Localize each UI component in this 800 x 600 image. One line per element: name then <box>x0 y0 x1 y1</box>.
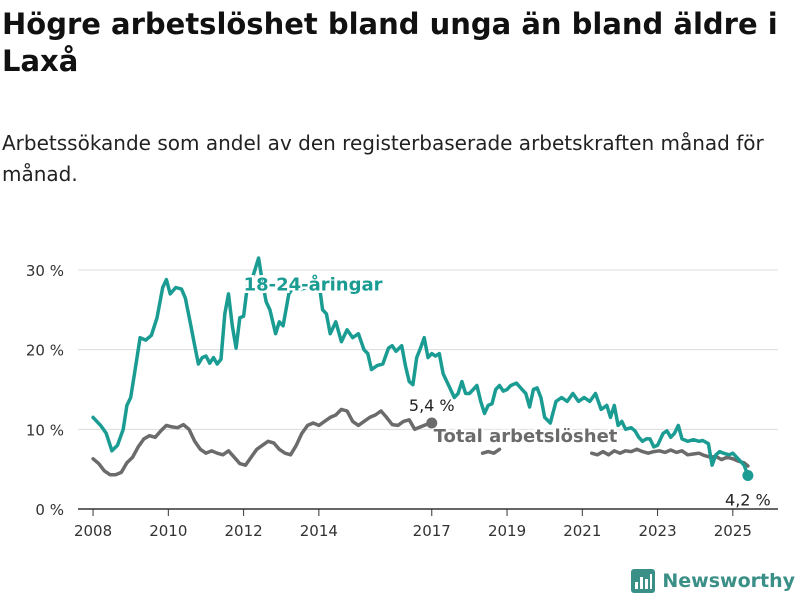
chart-title: Högre arbetslöshet bland unga än bland ä… <box>2 7 778 78</box>
series-end-point <box>426 417 438 429</box>
y-tick-label: 10 % <box>26 421 64 439</box>
x-tick-label: 2017 <box>413 522 451 540</box>
y-tick-label: 30 % <box>26 262 64 280</box>
series-line-total <box>480 447 502 455</box>
series-line-youth <box>91 256 750 478</box>
x-tick-label: 2014 <box>300 522 338 540</box>
end-value-label: 4,2 % <box>725 491 771 510</box>
y-tick-label: 0 % <box>35 501 64 519</box>
series-end-point <box>742 470 754 482</box>
x-tick-label: 2025 <box>714 522 752 540</box>
series-annotation: 18-24-åringar <box>244 274 383 296</box>
x-tick-label: 2012 <box>224 522 262 540</box>
x-tick-label: 2010 <box>149 522 187 540</box>
x-tick-label: 2021 <box>563 522 601 540</box>
y-tick-label: 20 % <box>26 342 64 360</box>
chart-subtitle: Arbetssökande som andel av den registerb… <box>2 131 764 186</box>
x-tick-label: 2019 <box>488 522 526 540</box>
x-tick-label: 2023 <box>638 522 676 540</box>
series-line-total <box>91 407 434 477</box>
series-annotation: Total arbetslöshet <box>434 426 618 447</box>
end-value-label: 5,4 % <box>409 396 455 415</box>
series-lines <box>91 256 750 478</box>
x-tick-label: 2008 <box>74 522 112 540</box>
axes: 0 % 10 % 20 % 30 % 2008 2010 2012 2014 2017 2019 2… <box>26 262 778 540</box>
bar-chart-logo-icon <box>631 569 656 593</box>
series-line-total <box>589 447 750 468</box>
newsworthy-brand[interactable]: Newsworthy <box>630 568 795 594</box>
chart-labels: 18-24-åringar Total arbetslöshet 4,2 % 5,4 … <box>241 271 771 510</box>
brand-name: Newsworthy <box>662 570 795 592</box>
